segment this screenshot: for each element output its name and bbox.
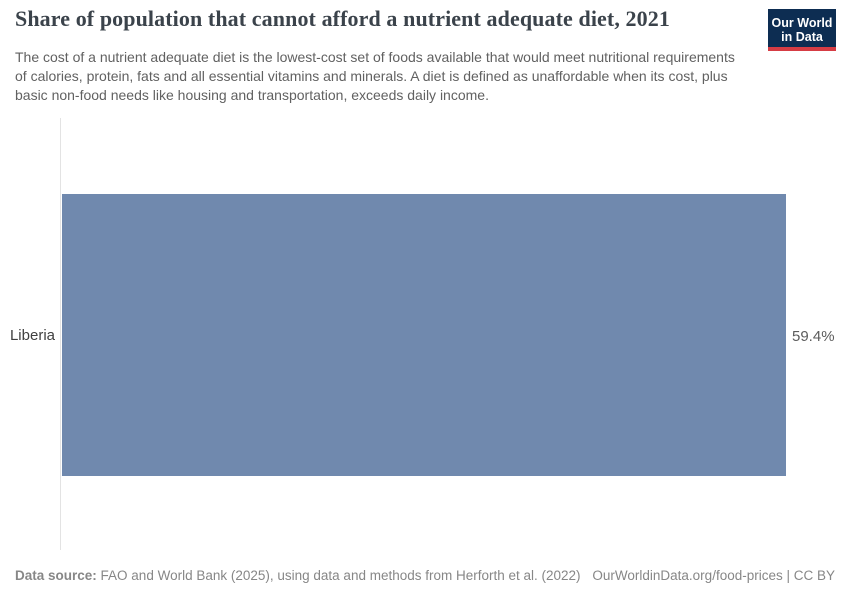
data-source: Data source: FAO and World Bank (2025), …: [15, 568, 581, 583]
data-source-label: Data source:: [15, 568, 97, 583]
chart-footer: Data source: FAO and World Bank (2025), …: [15, 568, 835, 583]
page-title: Share of population that cannot afford a…: [15, 6, 670, 31]
owid-logo-line2: in Data: [781, 29, 823, 44]
chart-subtitle: The cost of a nutrient adequate diet is …: [15, 49, 735, 103]
value-label-liberia: 59.4%: [792, 328, 835, 345]
plot-area: [62, 194, 786, 476]
bar-liberia[interactable]: [62, 194, 786, 476]
owid-logo-line1: Our World: [771, 15, 833, 30]
y-axis-line: [60, 118, 61, 550]
entity-label-liberia: Liberia: [9, 327, 55, 344]
owid-logo[interactable]: Our World in Data: [768, 9, 836, 51]
data-source-text: FAO and World Bank (2025), using data an…: [100, 568, 581, 583]
footer-link[interactable]: OurWorldinData.org/food-prices | CC BY: [592, 568, 835, 583]
